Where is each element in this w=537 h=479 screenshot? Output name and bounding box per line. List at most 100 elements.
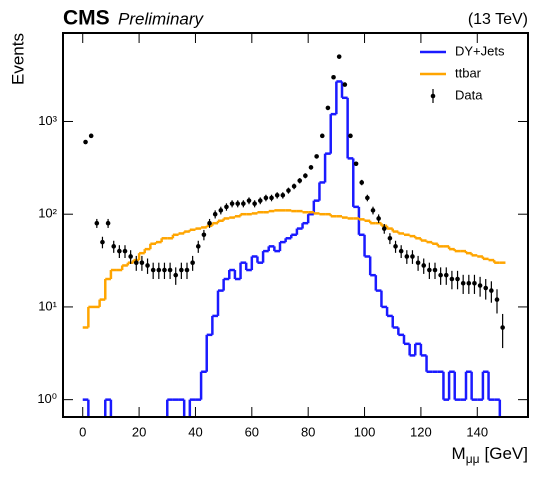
- x-axis-label-sub: μμ: [466, 452, 480, 466]
- data-point: [122, 248, 128, 254]
- data-point: [443, 272, 449, 278]
- data-point: [224, 204, 229, 210]
- data-point: [94, 220, 100, 226]
- data-point: [381, 226, 387, 231]
- y-tick-label: 10²: [38, 206, 57, 221]
- chart-subtitle: Preliminary: [118, 9, 205, 28]
- data-point: [331, 74, 336, 80]
- x-tick-label: 20: [132, 424, 146, 439]
- data-point: [156, 267, 162, 273]
- data-point: [150, 267, 156, 273]
- y-tick-label: 10³: [38, 113, 57, 128]
- data-point: [162, 267, 167, 273]
- data-point: [184, 267, 190, 273]
- data-point: [353, 161, 359, 167]
- data-point: [201, 232, 207, 238]
- data-point: [359, 180, 365, 185]
- x-tick-label: 120: [410, 424, 432, 439]
- data-point: [455, 276, 460, 282]
- data-point: [404, 254, 410, 259]
- x-axis-label: Mμμ [GeV]: [452, 444, 528, 466]
- data-point: [415, 260, 421, 265]
- data-point: [257, 198, 263, 203]
- data-point: [387, 235, 393, 241]
- energy-label: (13 TeV): [468, 11, 528, 28]
- data-point: [83, 139, 88, 145]
- y-axis-label: Events: [8, 33, 27, 85]
- data-point: [432, 267, 438, 273]
- data-point: [246, 198, 252, 203]
- data-point: [173, 272, 179, 278]
- data-point: [167, 267, 173, 273]
- data-point: [263, 195, 269, 201]
- x-tick-label: 40: [188, 424, 202, 439]
- data-point: [269, 195, 274, 201]
- plot-area: [82, 54, 506, 417]
- data-point: [477, 283, 483, 288]
- data-point: [370, 208, 376, 213]
- data-point: [449, 276, 455, 282]
- data-point: [105, 220, 111, 226]
- data-point: [229, 201, 235, 206]
- data-point: [190, 260, 195, 265]
- data-point: [489, 288, 494, 293]
- data-point: [139, 260, 145, 265]
- data-point: [111, 244, 117, 249]
- data-point: [472, 280, 477, 286]
- data-point: [252, 201, 257, 206]
- x-tick-label: 60: [245, 424, 259, 439]
- data-point: [212, 211, 218, 217]
- data-point: [218, 208, 224, 213]
- y-tick-label: 10¹: [38, 298, 57, 313]
- data-point: [342, 82, 348, 87]
- data-point: [365, 195, 370, 201]
- legend-label: DY+Jets: [455, 43, 505, 58]
- data-point: [100, 239, 105, 245]
- data-point: [494, 297, 500, 302]
- data-point: [314, 154, 319, 159]
- data-point: [195, 244, 201, 249]
- data-point: [427, 267, 432, 273]
- data-point: [145, 263, 150, 268]
- data-point: [274, 192, 280, 198]
- data-point: [291, 183, 297, 189]
- data-point: [460, 280, 466, 286]
- x-axis-label-unit: [GeV]: [485, 444, 528, 463]
- data-point: [179, 267, 184, 273]
- x-tick-label: 80: [301, 424, 315, 439]
- legend-label: ttbar: [455, 65, 482, 80]
- data-point: [133, 260, 139, 265]
- data-point: [241, 201, 246, 206]
- data-point: [128, 254, 133, 259]
- data-point: [88, 133, 94, 139]
- data-point: [297, 178, 303, 183]
- data-point: [438, 272, 443, 278]
- data-point: [336, 54, 342, 59]
- data-point: [235, 201, 241, 206]
- data-point: [303, 173, 308, 179]
- data-point: [286, 188, 291, 193]
- x-tick-label: 0: [79, 424, 86, 439]
- data-point: [393, 244, 398, 249]
- data-point: [398, 248, 404, 254]
- legend-label: Data: [455, 87, 483, 102]
- data-point: [348, 133, 353, 139]
- data-point: [421, 263, 427, 268]
- x-axis-label-main: M: [452, 444, 466, 463]
- data-point: [376, 216, 381, 221]
- data-point: [483, 285, 489, 291]
- y-tick-label: 10⁰: [37, 391, 57, 406]
- x-tick-label: 140: [466, 424, 488, 439]
- data-point: [325, 105, 331, 111]
- data-point: [500, 325, 505, 330]
- x-tick-label: 100: [354, 424, 376, 439]
- legend-swatch: [430, 93, 436, 99]
- data-point: [410, 254, 415, 259]
- data-point: [207, 220, 212, 226]
- data-point: [308, 165, 314, 170]
- chart-title: CMS: [63, 7, 110, 30]
- data-point: [466, 280, 472, 286]
- data-point: [280, 192, 286, 198]
- data-point: [117, 248, 122, 254]
